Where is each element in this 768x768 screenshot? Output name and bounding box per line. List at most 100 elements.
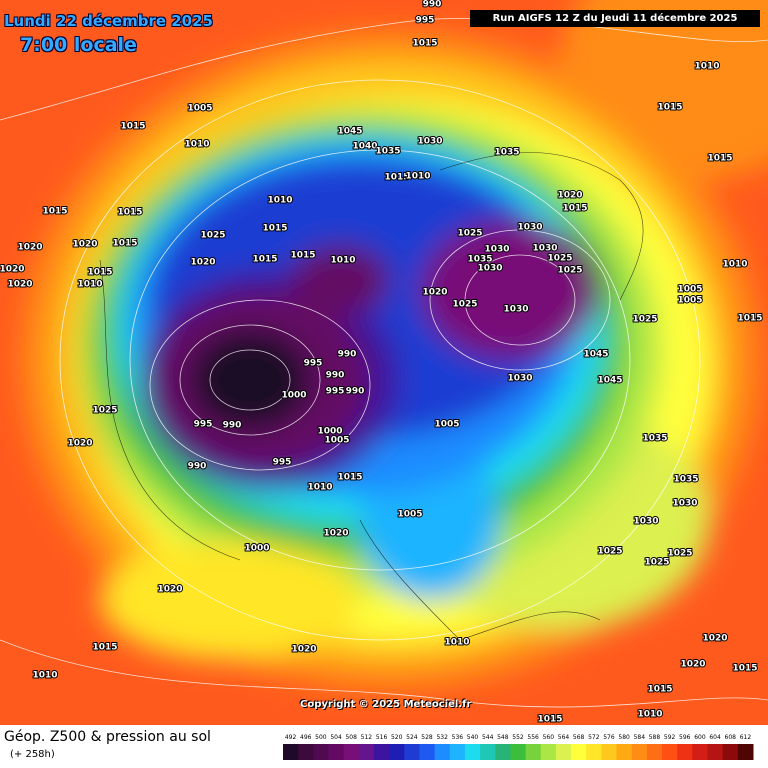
- pressure-label: 1015: [657, 103, 682, 113]
- colorbar-cell: [616, 744, 633, 760]
- colorbar-tick-label: 496: [300, 734, 312, 741]
- colorbar-tick-label: 504: [330, 734, 342, 741]
- colorbar-tick-label: 584: [634, 734, 646, 741]
- pressure-label: 995: [416, 16, 435, 26]
- pressure-label: 1005: [187, 104, 212, 114]
- pressure-label: 1010: [330, 256, 355, 266]
- pressure-label: 1000: [317, 427, 342, 437]
- pressure-label: 995: [304, 359, 323, 369]
- pressure-label: 1020: [7, 280, 32, 290]
- pressure-label: 990: [338, 350, 357, 360]
- lead-time: (+ 258h): [10, 749, 55, 760]
- geopotential-field: [20, 0, 768, 690]
- colorbar-tick-label: 564: [558, 734, 570, 741]
- pressure-label: 1040: [352, 142, 377, 152]
- pressure-label: 1010: [637, 710, 662, 720]
- pressure-label: 1005: [677, 296, 702, 306]
- colorbar-cell: [540, 744, 557, 760]
- pressure-label: 1030: [503, 305, 528, 315]
- pressure-label: 1015: [412, 39, 437, 49]
- field-title: Géop. Z500 & pression au sol: [4, 729, 211, 745]
- pressure-label: 1025: [557, 266, 582, 276]
- colorbar-tick-label: 600: [694, 734, 706, 741]
- colorbar-cell: [586, 744, 602, 760]
- pressure-label: 1035: [673, 475, 698, 485]
- colorbar-cell: [662, 744, 678, 760]
- pressure-label: 995: [194, 420, 213, 430]
- colorbar-cell: [404, 744, 420, 760]
- pressure-label: 1020: [157, 585, 182, 595]
- colorbar-tick-label: 492: [285, 734, 297, 741]
- pressure-label: 1030: [477, 264, 502, 274]
- colorbar-tick-label: 588: [649, 734, 661, 741]
- pressure-label: 1015: [117, 208, 142, 218]
- colorbar-cell: [419, 744, 436, 760]
- pressure-label: 1020: [557, 191, 582, 201]
- colorbar-tick-label: 604: [709, 734, 721, 741]
- pressure-label: 1020: [0, 265, 25, 275]
- pressure-label: 1025: [547, 254, 572, 264]
- colorbar-cell: [510, 744, 527, 760]
- pressure-label: 1020: [702, 634, 727, 644]
- pressure-label: 1010: [307, 483, 332, 493]
- colorbar-cell: [328, 744, 345, 760]
- pressure-label: 1015: [737, 314, 762, 324]
- pressure-label: 1035: [494, 148, 519, 158]
- pressure-label: 1030: [532, 244, 557, 254]
- pressure-label: 1015: [707, 154, 732, 164]
- colorbar-tick-label: 516: [376, 734, 388, 741]
- pressure-label: 1005: [397, 510, 422, 520]
- colorbar-cell: [358, 744, 375, 760]
- pressure-label: 1000: [281, 391, 306, 401]
- copyright: Copyright © 2025 Meteociel.fr: [300, 699, 472, 710]
- colorbar-cell: [646, 744, 663, 760]
- pressure-label: 1020: [17, 243, 42, 253]
- pressure-label: 1045: [597, 376, 622, 386]
- pressure-label: 1030: [517, 223, 542, 233]
- run-info: Run AIGFS 12 Z du Jeudi 11 décembre 2025: [470, 10, 760, 27]
- colorbar-tick-label: 540: [467, 734, 479, 741]
- pressure-label: 1010: [32, 671, 57, 681]
- pressure-label: 1020: [422, 288, 447, 298]
- pressure-label: 1035: [467, 255, 492, 265]
- pressure-label: 1025: [667, 549, 692, 559]
- pressure-label: 1025: [200, 231, 225, 241]
- pressure-label: 1020: [323, 529, 348, 539]
- coastlines: [99, 152, 644, 641]
- pressure-labels: 9909951015101010051015101010451040103510…: [0, 0, 764, 725]
- colorbar-cell: [571, 744, 587, 760]
- pressure-label: 995: [326, 387, 345, 397]
- isobars: [0, 17, 768, 708]
- pressure-label: 1015: [562, 204, 587, 214]
- pressure-label: 1020: [291, 645, 316, 655]
- pressure-label: 1010: [405, 172, 430, 182]
- pressure-label: 990: [223, 421, 242, 431]
- pressure-label: 1035: [642, 434, 667, 444]
- pressure-label: 1005: [677, 285, 702, 295]
- pressure-label: 1015: [252, 255, 277, 265]
- pressure-label: 990: [326, 371, 345, 381]
- pressure-label: 1015: [120, 122, 145, 132]
- pressure-label: 1015: [112, 239, 137, 249]
- colorbar-cell: [313, 744, 329, 760]
- pressure-label: 1030: [417, 137, 442, 147]
- pressure-label: 1025: [644, 558, 669, 568]
- colorbar-cell: [373, 744, 390, 760]
- colorbar-cell: [692, 744, 709, 760]
- pressure-label: 1010: [444, 638, 469, 648]
- pressure-label: 1015: [337, 473, 362, 483]
- colorbar-tick-label: 544: [482, 734, 494, 741]
- pressure-label: 990: [423, 0, 442, 10]
- pressure-label: 1030: [672, 499, 697, 509]
- colorbar-cell: [495, 744, 511, 760]
- map-subtitle: 7:00 locale: [20, 34, 137, 56]
- pressure-label: 1020: [67, 439, 92, 449]
- pressure-label: 1015: [732, 664, 757, 674]
- colorbar-tick-label: 508: [345, 734, 357, 741]
- colorbar-tick-label: 568: [573, 734, 585, 741]
- pressure-label: 1005: [434, 420, 459, 430]
- colorbar-tick-label: 580: [618, 734, 630, 741]
- colorbar-tick-label: 548: [497, 734, 509, 741]
- pressure-label: 1030: [484, 245, 509, 255]
- colorbar-cell: [464, 744, 481, 760]
